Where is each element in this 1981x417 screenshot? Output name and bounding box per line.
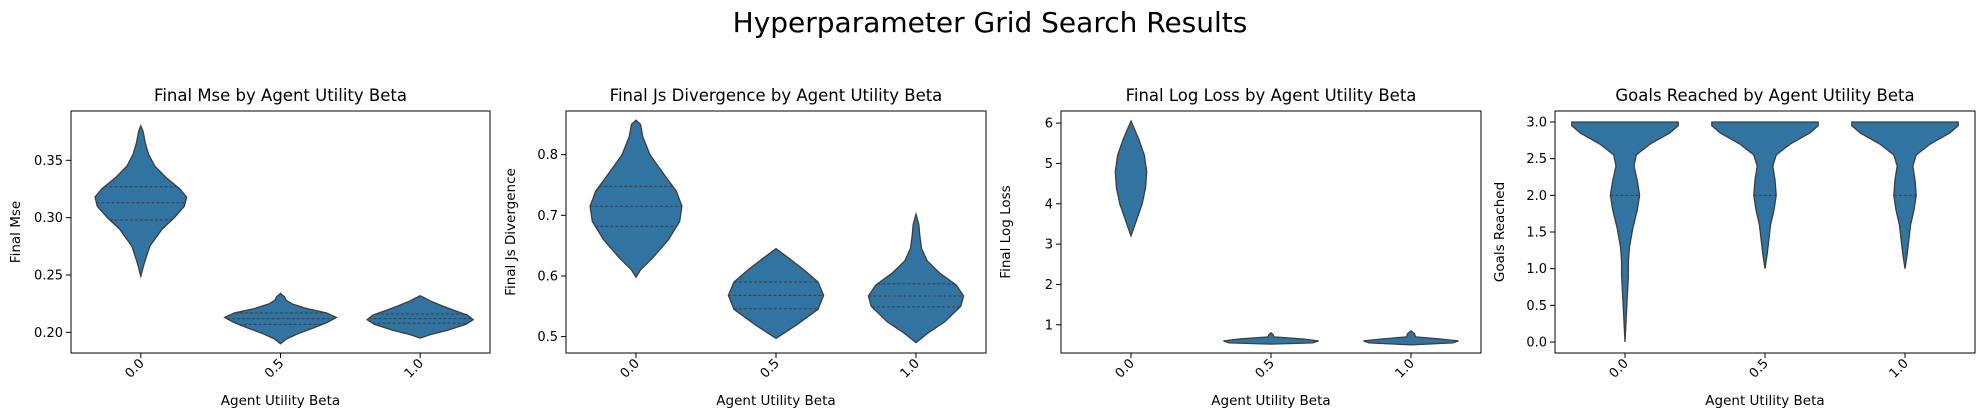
violin-0.5 — [1223, 331, 1319, 345]
chart-panel-3: Final Log Loss by Agent Utility Beta 1 2 3 4… — [998, 86, 1482, 409]
y-tick-label: 0.30 — [34, 211, 63, 226]
y-tick-label: 2.0 — [1526, 189, 1547, 204]
y-tick-label: 0.0 — [1526, 336, 1547, 351]
violin-0.0 — [589, 119, 683, 279]
y-tick-label: 0.20 — [34, 326, 63, 341]
y-tick-label: 1 — [1045, 318, 1053, 333]
y-axis-label: Final Log Loss — [998, 185, 1014, 278]
x-axis-label: Agent Utility Beta — [716, 393, 835, 409]
y-tick-label: 0.25 — [34, 269, 63, 284]
x-axis-label: Agent Utility Beta — [221, 393, 340, 409]
x-axis-label: Agent Utility Beta — [1705, 393, 1824, 409]
y-tick-label: 3 — [1045, 238, 1053, 253]
chart-title: Final Js Divergence by Agent Utility Bet… — [610, 86, 943, 105]
x-tick-label: 0.5 — [1253, 356, 1278, 381]
y-tick-label: 0.6 — [537, 269, 558, 284]
y-tick-label: 6 — [1045, 117, 1053, 132]
x-axis-label: Agent Utility Beta — [1211, 393, 1330, 409]
chart-panel-2: Final Js Divergence by Agent Utility Bet… — [503, 86, 987, 409]
x-tick-label: 1.0 — [1887, 356, 1912, 381]
y-axis-label: Goals Reached — [1492, 182, 1508, 282]
x-tick-label: 1.0 — [898, 356, 923, 381]
violin-1.0 — [1363, 329, 1459, 346]
x-tick-label: 0.5 — [758, 356, 783, 381]
chart-panel-4: Goals Reached by Agent Utility Beta 0.0 0.… — [1492, 86, 1976, 409]
y-tick-label: 4 — [1045, 197, 1053, 212]
violin-1.0 — [867, 211, 965, 344]
x-tick-label: 0.0 — [122, 356, 147, 381]
y-tick-label: 0.8 — [537, 148, 558, 163]
x-tick-label: 1.0 — [402, 356, 427, 381]
violin-0.0 — [94, 124, 188, 279]
y-tick-label: 0.5 — [1526, 299, 1547, 314]
violin-0.5 — [727, 247, 825, 340]
y-axis-label: Final Mse — [8, 201, 24, 263]
violin-0.5 — [223, 292, 338, 345]
x-tick-label: 0.0 — [618, 356, 643, 381]
violin-0.0 — [1571, 121, 1679, 343]
x-tick-label: 0.0 — [1607, 356, 1632, 381]
y-tick-label: 2.5 — [1526, 152, 1547, 167]
x-tick-label: 1.0 — [1393, 356, 1418, 381]
chart-title: Final Log Loss by Agent Utility Beta — [1126, 86, 1417, 105]
y-tick-label: 1.0 — [1526, 262, 1547, 277]
y-tick-label: 3.0 — [1526, 116, 1547, 131]
chart-title: Goals Reached by Agent Utility Beta — [1615, 86, 1914, 105]
x-tick-label: 0.5 — [262, 356, 287, 381]
y-tick-label: 2 — [1045, 278, 1053, 293]
chart-title: Final Mse by Agent Utility Beta — [154, 86, 407, 105]
violin-0.0 — [1114, 119, 1148, 238]
y-tick-label: 1.5 — [1526, 226, 1547, 241]
y-tick-label: 0.35 — [34, 154, 63, 169]
y-tick-label: 0.7 — [537, 209, 558, 224]
chart-panels: Final Mse by Agent Utility Beta 0.20 0.25 0… — [8, 86, 1976, 409]
y-tick-label: 0.5 — [537, 330, 558, 345]
x-tick-label: 0.5 — [1747, 356, 1772, 381]
chart-panel-1: Final Mse by Agent Utility Beta 0.20 0.25 0… — [8, 86, 491, 409]
figure-title: Hyperparameter Grid Search Results — [733, 6, 1248, 39]
x-tick-label: 0.0 — [1113, 356, 1138, 381]
violin-1.0 — [365, 294, 475, 339]
y-tick-label: 5 — [1045, 157, 1053, 172]
y-axis-label: Final Js Divergence — [503, 168, 519, 296]
